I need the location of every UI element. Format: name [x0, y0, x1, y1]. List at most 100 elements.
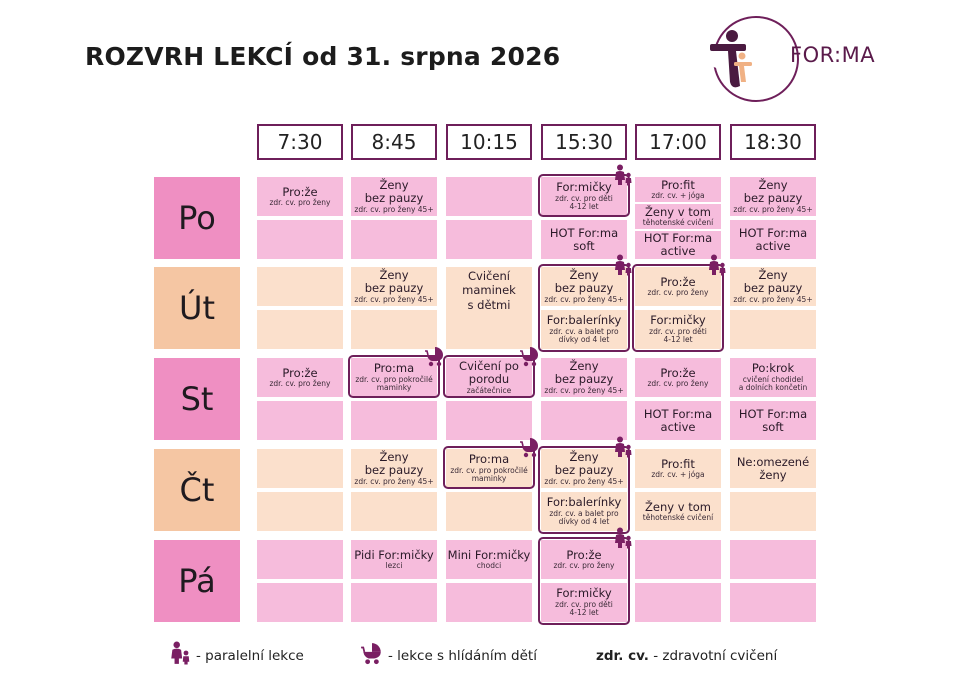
lesson-subtitle: těhotenské cvičení	[642, 218, 714, 228]
empty-cell	[351, 401, 437, 440]
lesson-name: For:mičky	[556, 180, 612, 195]
forma-logo	[709, 16, 799, 102]
lesson-name: Ženy bez pauzy	[364, 178, 424, 205]
empty-cell	[635, 540, 721, 579]
lesson-cell: HOT For:ma active	[730, 220, 816, 259]
lesson-name: Pidi For:mičky	[354, 547, 434, 562]
lesson-subtitle: zdr. cv. pro ženy 45+	[544, 385, 624, 395]
lesson-name: HOT For:ma active	[643, 231, 713, 258]
lesson-cell: Ženy v tom těhotenské cvičení	[635, 204, 721, 229]
lesson-name: Ženy bez pauzy	[743, 178, 803, 205]
lesson-name: Cvičení po porodu	[459, 359, 519, 386]
lesson-subtitle: zdr. cv. pro pokročilé maminky	[450, 466, 528, 484]
lesson-cell: HOT For:ma active	[635, 231, 721, 259]
mother-child-icon	[171, 641, 190, 665]
lesson-cell: For:balerínky zdr. cv. a balet pro dívky…	[541, 492, 627, 531]
lesson-name: For:balerínky	[546, 313, 622, 328]
lesson-name: Pro:že	[282, 365, 318, 380]
lesson-cell: Pro:že zdr. cv. pro ženy	[257, 358, 343, 397]
lesson-cell: Ne:omezené ženy	[730, 449, 816, 488]
lesson-name: Ženy bez pauzy	[554, 268, 614, 295]
empty-cell	[730, 540, 816, 579]
lesson-name: Pro:že	[660, 274, 696, 289]
lesson-subtitle: lezci	[385, 561, 403, 571]
lesson-subtitle: zdr. cv. pro děti 4-12 let	[649, 327, 707, 345]
lesson-cell: HOT For:ma soft	[541, 220, 627, 259]
legend-abbr: zdr. cv.	[596, 648, 649, 664]
lesson-cell: Ženy v tom těhotenské cvičení	[635, 492, 721, 531]
day-label: Čt	[154, 449, 240, 531]
lesson-subtitle: zdr. cv. a balet pro dívky od 4 let	[549, 327, 619, 345]
lesson-cell: Cvičení maminek s dětmi	[446, 267, 532, 349]
time-header: 15:30	[541, 124, 627, 160]
lesson-name: Cvičení maminek s dětmi	[462, 269, 516, 312]
lesson-cell: Pro:že zdr. cv. pro ženy	[257, 177, 343, 216]
empty-cell	[730, 492, 816, 531]
lesson-name: Ženy v tom	[645, 499, 711, 514]
day-label: Út	[154, 267, 240, 349]
empty-cell	[730, 583, 816, 622]
lesson-name: Ženy bez pauzy	[554, 450, 614, 477]
lesson-cell: Ženy bez pauzy zdr. cv. pro ženy 45+	[730, 267, 816, 306]
lesson-name: Mini For:mičky	[447, 547, 531, 562]
stroller-icon	[520, 347, 538, 367]
lesson-subtitle: zdr. cv. pro ženy 45+	[733, 294, 813, 304]
logo-text: FOR:MA	[790, 43, 876, 67]
lesson-subtitle: zdr. cv. pro ženy 45+	[544, 294, 624, 304]
lesson-subtitle: zdr. cv. pro ženy	[269, 198, 331, 208]
time-header: 18:30	[730, 124, 816, 160]
empty-cell	[351, 310, 437, 349]
lesson-cell: Cvičení po porodu začátečnice	[446, 358, 532, 397]
empty-cell	[446, 492, 532, 531]
empty-cell	[257, 310, 343, 349]
mother-child-icon	[615, 254, 632, 276]
mother-child-icon	[615, 527, 632, 549]
lesson-subtitle: zdr. cv. pro ženy 45+	[354, 204, 434, 214]
lesson-name: Pro:ma	[373, 361, 415, 376]
empty-cell	[257, 220, 343, 259]
lesson-name: HOT For:ma active	[738, 225, 808, 253]
lesson-cell: Ženy bez pauzy zdr. cv. pro ženy 45+	[541, 449, 627, 488]
lesson-subtitle: zdr. cv. pro ženy 45+	[354, 476, 434, 486]
empty-cell	[257, 449, 343, 488]
mother-child-icon	[615, 436, 632, 458]
stroller-icon	[520, 438, 538, 458]
lesson-subtitle: zdr. cv. pro děti 4-12 let	[555, 600, 613, 618]
empty-cell	[257, 267, 343, 306]
lesson-cell: For:mičky zdr. cv. pro děti 4-12 let	[541, 583, 627, 622]
lesson-name: HOT For:ma active	[643, 406, 713, 434]
lesson-cell: Pro:že zdr. cv. pro ženy	[541, 540, 627, 579]
lesson-cell: Pro:že zdr. cv. pro ženy	[635, 358, 721, 397]
lesson-name: Ženy v tom	[645, 204, 711, 219]
empty-cell	[730, 310, 816, 349]
lesson-name: Ženy bez pauzy	[364, 450, 424, 477]
legend-parallel: - paralelní lekce	[196, 648, 304, 664]
lesson-subtitle: zdr. cv. pro ženy 45+	[544, 476, 624, 486]
lesson-cell: For:balerínky zdr. cv. a balet pro dívky…	[541, 310, 627, 349]
lesson-subtitle: zdr. cv. pro ženy 45+	[354, 294, 434, 304]
lesson-cell: Ženy bez pauzy zdr. cv. pro ženy 45+	[541, 358, 627, 397]
lesson-subtitle: zdr. cv. pro pokročilé maminky	[355, 375, 433, 393]
lesson-subtitle: zdr. cv. + jóga	[651, 191, 705, 201]
empty-cell	[257, 583, 343, 622]
time-header: 17:00	[635, 124, 721, 160]
time-header: 8:45	[351, 124, 437, 160]
lesson-subtitle: těhotenské cvičení	[642, 513, 714, 523]
lesson-name: HOT For:ma soft	[738, 406, 808, 434]
lesson-cell: Pro:fit zdr. cv. + jóga	[635, 177, 721, 202]
legend-abbr-text: - zdravotní cvičení	[653, 648, 778, 664]
lesson-cell: Pro:že zdr. cv. pro ženy	[635, 267, 721, 306]
empty-cell	[257, 401, 343, 440]
empty-cell	[351, 492, 437, 531]
lesson-name: Pro:že	[660, 365, 696, 380]
lesson-cell: HOT For:ma soft	[730, 401, 816, 440]
legend-babysit: - lekce s hlídáním dětí	[388, 648, 537, 664]
lesson-subtitle: zdr. cv. pro ženy	[553, 561, 615, 571]
mother-child-icon	[709, 254, 726, 276]
lesson-cell: Ženy bez pauzy zdr. cv. pro ženy 45+	[351, 177, 437, 216]
time-header: 7:30	[257, 124, 343, 160]
stroller-icon	[425, 347, 443, 367]
lesson-subtitle: zdr. cv. pro ženy	[647, 288, 709, 298]
lesson-name: Pro:fit	[661, 456, 695, 471]
day-label: Pá	[154, 540, 240, 622]
